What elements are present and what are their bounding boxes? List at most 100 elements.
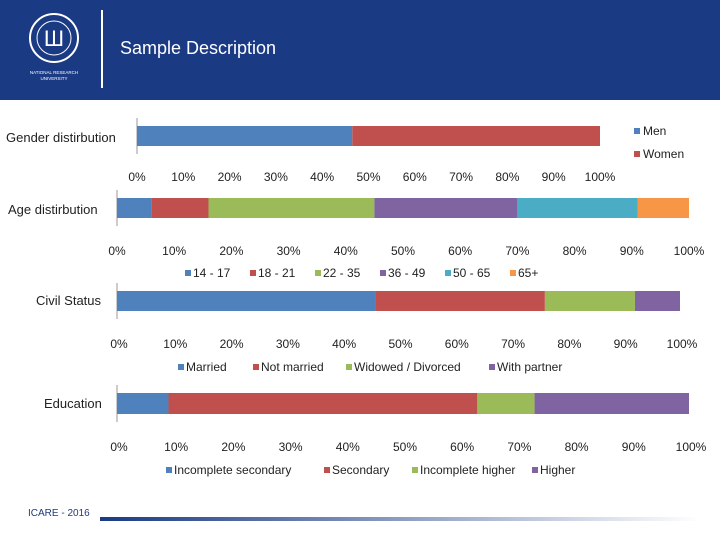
chart-title: Age distirbution [8, 202, 98, 217]
legend-entry: Women [643, 147, 684, 161]
tick-label: 70% [501, 337, 525, 351]
bar-segment [352, 126, 600, 146]
tick-label: 0% [128, 170, 146, 184]
tick-label: 100% [585, 170, 616, 184]
tick-label: 70% [507, 440, 531, 454]
tick-label: 30% [276, 337, 300, 351]
bar-segment [168, 393, 478, 414]
legend-entry: 14 - 17 [193, 266, 231, 280]
legend-entry: Incomplete secondary [174, 463, 291, 477]
bar-segment [517, 198, 638, 218]
legend-swatch [315, 270, 321, 276]
tick-label: 70% [505, 244, 529, 258]
svg-text:UNIVERSITY: UNIVERSITY [40, 76, 67, 81]
tick-label: 50% [388, 337, 412, 351]
tick-label: 90% [620, 244, 644, 258]
tick-label: 50% [391, 244, 415, 258]
header-banner: Ш NATIONAL RESEARCH UNIVERSITY Sample De… [0, 0, 720, 100]
bar-segment [117, 198, 152, 218]
bar-segment [477, 393, 535, 414]
university-logo: Ш NATIONAL RESEARCH UNIVERSITY [29, 13, 79, 81]
tick-label: 40% [332, 337, 356, 351]
tick-label: 60% [448, 244, 472, 258]
tick-label: 20% [218, 170, 242, 184]
bar-segment [375, 291, 545, 311]
tick-label: 80% [563, 244, 587, 258]
legend-swatch [166, 467, 172, 473]
legend-entry: 50 - 65 [453, 266, 491, 280]
tick-label: 20% [221, 440, 245, 454]
chart-title: Gender distirbution [6, 130, 116, 145]
tick-label: 60% [445, 337, 469, 351]
tick-label: 30% [277, 244, 301, 258]
svg-text:Ш: Ш [44, 26, 64, 51]
bar-segment [544, 291, 635, 311]
tick-label: 10% [171, 170, 195, 184]
tick-label: 30% [264, 170, 288, 184]
legend-entry: Men [643, 124, 666, 138]
legend-entry: 36 - 49 [388, 266, 426, 280]
tick-label: 0% [108, 244, 126, 258]
legend-swatch [445, 270, 451, 276]
bar-segment [634, 291, 680, 311]
tick-label: 10% [162, 244, 186, 258]
tick-label: 80% [495, 170, 519, 184]
footer-decoration [100, 517, 700, 521]
charts-area: Gender distirbution 0% 10% 20% 30% 40% 50% 60% 7… [6, 118, 707, 477]
legend-entry: Widowed / Divorced [354, 360, 461, 374]
legend-swatch [178, 364, 184, 370]
legend-entry: Incomplete higher [420, 463, 515, 477]
bar-segment [374, 198, 518, 218]
legend-swatch [489, 364, 495, 370]
header-divider [101, 10, 103, 88]
bar-segment [137, 126, 353, 146]
legend-swatch [380, 270, 386, 276]
tick-label: 40% [310, 170, 334, 184]
tick-label: 40% [336, 440, 360, 454]
tick-label: 30% [279, 440, 303, 454]
tick-label: 60% [403, 170, 427, 184]
tick-label: 70% [449, 170, 473, 184]
chart-title: Civil Status [36, 293, 102, 308]
legend-entry: Married [186, 360, 227, 374]
tick-label: 90% [542, 170, 566, 184]
legend-entry: Not married [261, 360, 324, 374]
legend-swatch [185, 270, 191, 276]
bar-segment [151, 198, 209, 218]
tick-label: 20% [219, 244, 243, 258]
tick-label: 90% [622, 440, 646, 454]
legend-entry: Higher [540, 463, 575, 477]
legend-entry: 22 - 35 [323, 266, 361, 280]
legend-entry: Secondary [332, 463, 389, 477]
legend-swatch [324, 467, 330, 473]
tick-label: 40% [334, 244, 358, 258]
tick-label: 0% [110, 337, 128, 351]
legend-swatch [412, 467, 418, 473]
tick-label: 0% [110, 440, 128, 454]
legend-entry: With partner [497, 360, 562, 374]
tick-label: 10% [164, 440, 188, 454]
tick-label: 50% [356, 170, 380, 184]
legend-entry: 65+ [518, 266, 538, 280]
tick-label: 10% [163, 337, 187, 351]
page-title: Sample Description [120, 38, 277, 58]
svg-text:NATIONAL RESEARCH: NATIONAL RESEARCH [30, 70, 78, 75]
footer-text: ICARE - 2016 [28, 508, 90, 519]
bar-segment [534, 393, 689, 414]
legend-swatch [253, 364, 259, 370]
bar-segment [637, 198, 689, 218]
tick-label: 80% [557, 337, 581, 351]
bar-segment [208, 198, 375, 218]
tick-label: 100% [676, 440, 707, 454]
legend-swatch [532, 467, 538, 473]
tick-label: 100% [667, 337, 698, 351]
legend-swatch [346, 364, 352, 370]
legend-swatch [634, 151, 640, 157]
legend-entry: 18 - 21 [258, 266, 296, 280]
tick-label: 100% [674, 244, 705, 258]
tick-label: 60% [450, 440, 474, 454]
legend-swatch [510, 270, 516, 276]
tick-label: 20% [220, 337, 244, 351]
bar-segment [117, 291, 376, 311]
bar-segment [117, 393, 169, 414]
